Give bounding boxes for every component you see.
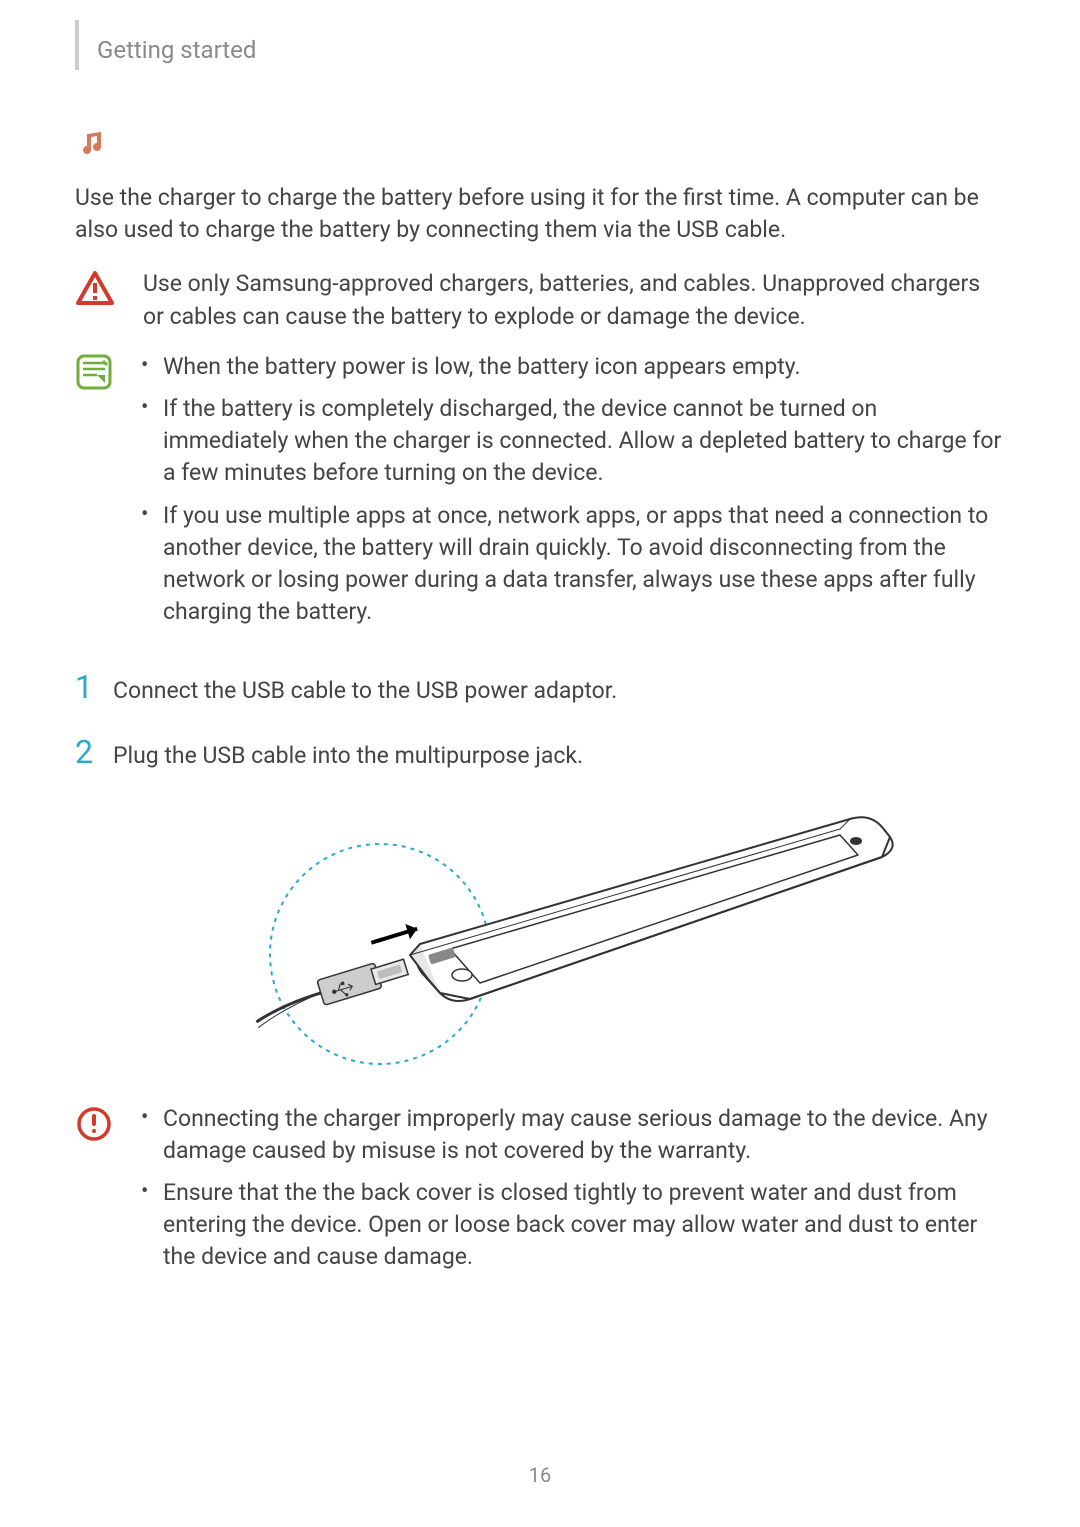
info-bullet-list: • When the battery power is low, the bat… [141, 351, 1005, 629]
intro-paragraph: Use the charger to charge the battery be… [75, 182, 1005, 246]
usb-diagram [75, 799, 1005, 1073]
bullet-dot: • [141, 351, 163, 383]
step-item: 2 Plug the USB cable into the multipurpo… [75, 733, 1005, 772]
step-text: Connect the USB cable to the USB power a… [113, 675, 617, 707]
bullet-text: If you use multiple apps at once, networ… [163, 500, 1005, 629]
bullet-dot: • [141, 393, 163, 490]
list-item: • If you use multiple apps at once, netw… [141, 500, 1005, 629]
step-item: 1 Connect the USB cable to the USB power… [75, 668, 1005, 707]
list-item: • Connecting the charger improperly may … [141, 1103, 1005, 1167]
header-rule [75, 20, 79, 70]
bullet-dot: • [141, 500, 163, 629]
info-callout: • When the battery power is low, the bat… [75, 351, 1005, 639]
bullet-text: If the battery is completely discharged,… [163, 393, 1005, 490]
bullet-text: When the battery power is low, the batte… [163, 351, 1005, 383]
page-header: Getting started [75, 30, 1005, 70]
bullet-text: Connecting the charger improperly may ca… [163, 1103, 1005, 1167]
steps-list: 1 Connect the USB cable to the USB power… [75, 668, 1005, 772]
step-number: 1 [75, 668, 113, 706]
step-number: 2 [75, 733, 113, 771]
section-title: Getting started [97, 30, 256, 64]
caution-icon [75, 1105, 113, 1147]
warning-text: Use only Samsung-approved chargers, batt… [143, 268, 1005, 332]
bullet-dot: • [141, 1177, 163, 1274]
caution-callout: • Connecting the charger improperly may … [75, 1103, 1005, 1284]
warning-callout: Use only Samsung-approved chargers, batt… [75, 268, 1005, 332]
list-item: • Ensure that the the back cover is clos… [141, 1177, 1005, 1274]
list-item: • If the battery is completely discharge… [141, 393, 1005, 490]
caution-bullet-list: • Connecting the charger improperly may … [141, 1103, 1005, 1274]
list-item: • When the battery power is low, the bat… [141, 351, 1005, 383]
bullet-text: Ensure that the the back cover is closed… [163, 1177, 1005, 1274]
music-note-icon [79, 130, 1005, 162]
bullet-dot: • [141, 1103, 163, 1167]
page-number: 16 [0, 1463, 1080, 1487]
info-note-icon [75, 353, 113, 395]
step-text: Plug the USB cable into the multipurpose… [113, 740, 583, 772]
warning-icon [75, 270, 115, 314]
